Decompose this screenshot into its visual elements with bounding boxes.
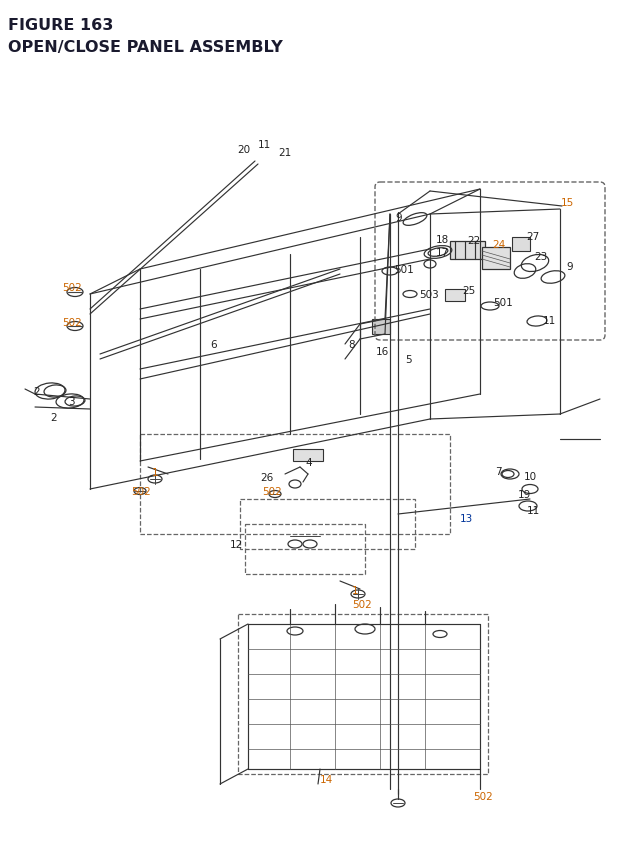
- Text: 502: 502: [352, 599, 372, 610]
- Text: 9: 9: [395, 213, 402, 223]
- Text: 5: 5: [405, 355, 412, 364]
- Text: 24: 24: [492, 239, 505, 250]
- Text: 16: 16: [376, 347, 389, 356]
- Text: 26: 26: [260, 473, 273, 482]
- Bar: [482, 248, 510, 269]
- Text: 15: 15: [561, 198, 574, 208]
- Text: 7: 7: [495, 467, 502, 476]
- Text: 502: 502: [62, 318, 82, 328]
- Bar: [245, 524, 365, 574]
- Text: 503: 503: [419, 289, 439, 300]
- Text: 20: 20: [237, 145, 250, 155]
- Bar: [293, 449, 323, 461]
- Text: 9: 9: [566, 262, 573, 272]
- Text: 11: 11: [527, 505, 540, 516]
- Bar: [238, 614, 488, 774]
- Text: 23: 23: [534, 251, 547, 262]
- Text: FIGURE 163: FIGURE 163: [8, 18, 113, 33]
- Text: OPEN/CLOSE PANEL ASSEMBLY: OPEN/CLOSE PANEL ASSEMBLY: [8, 40, 283, 55]
- Text: 2: 2: [50, 412, 56, 423]
- Text: 2: 2: [33, 387, 40, 397]
- Text: 4: 4: [305, 457, 312, 468]
- Text: 1: 1: [152, 468, 159, 478]
- Text: 10: 10: [524, 472, 537, 481]
- Text: 22: 22: [467, 236, 480, 245]
- Text: 12: 12: [230, 539, 243, 549]
- Text: 502: 502: [473, 791, 493, 801]
- Text: 11: 11: [258, 139, 271, 150]
- Text: 6: 6: [210, 339, 216, 350]
- Bar: [140, 435, 450, 535]
- Text: 1: 1: [352, 585, 358, 595]
- Text: 19: 19: [518, 489, 531, 499]
- Text: 502: 502: [131, 486, 151, 497]
- Text: 17: 17: [436, 248, 449, 257]
- Text: 21: 21: [278, 148, 291, 158]
- Text: 18: 18: [436, 235, 449, 245]
- Text: 27: 27: [526, 232, 540, 242]
- Text: 11: 11: [543, 316, 556, 325]
- Text: 25: 25: [462, 286, 476, 295]
- Bar: [512, 238, 530, 251]
- Text: 501: 501: [493, 298, 513, 307]
- Text: 501: 501: [394, 264, 413, 275]
- Text: 8: 8: [348, 339, 355, 350]
- Text: 13: 13: [460, 513, 473, 523]
- Bar: [372, 319, 390, 335]
- Bar: [445, 289, 465, 301]
- Text: 502: 502: [262, 486, 282, 497]
- Bar: [240, 499, 415, 549]
- Text: 502: 502: [62, 282, 82, 293]
- Bar: [450, 242, 485, 260]
- Text: 3: 3: [68, 397, 75, 406]
- Text: 14: 14: [320, 774, 333, 784]
